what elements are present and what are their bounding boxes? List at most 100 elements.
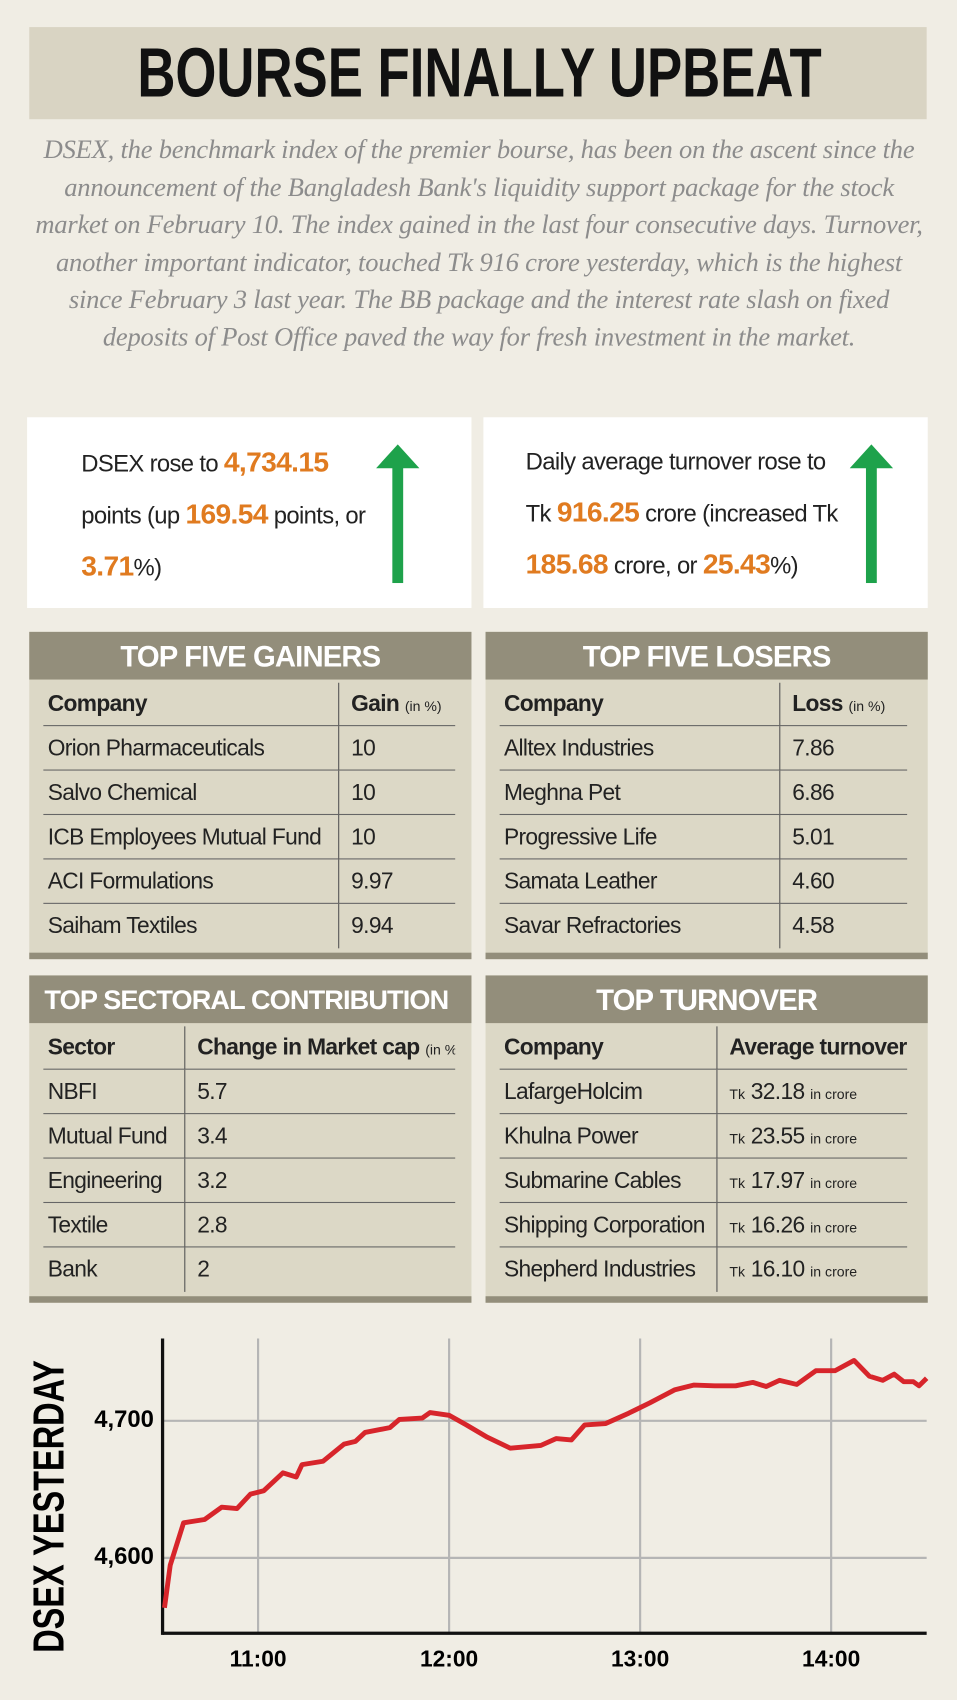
- table: TOP FIVE GAINERS Company Gain (in %) Orion …: [29, 631, 472, 960]
- table-cell: Engineering: [43, 1159, 185, 1204]
- column-name: Company: [503, 691, 604, 717]
- column-name: Change in Market cap: [197, 1035, 420, 1060]
- y-tick-label: 4,600: [94, 1543, 154, 1570]
- column-unit: (in %): [425, 1041, 455, 1058]
- table-row: Saiham Textiles 9.94: [43, 903, 471, 949]
- table-cell: 4.60: [779, 859, 908, 904]
- table-cell: Tk 23.55 in crore: [716, 1114, 908, 1159]
- title: BOURSE FINALLY UPBEAT: [137, 33, 822, 112]
- highlight-box: DSEX rose to 4,734.15 points (up 169.54 …: [27, 417, 472, 609]
- table-row: Engineering 3.2: [43, 1158, 471, 1204]
- highlight-phrase: Daily average turnover rose to Tk: [525, 447, 827, 527]
- highlight-figure: 4,734.15: [223, 445, 329, 478]
- cell-part: 23.55: [750, 1123, 805, 1149]
- table-row: Salvo Chemical 10: [43, 770, 471, 816]
- table-cell: Meghna Pet: [499, 771, 780, 816]
- table-cell: Submarine Cables: [499, 1159, 717, 1204]
- cell-part: Tk: [729, 1219, 746, 1236]
- cell-part: 32.18: [750, 1079, 805, 1105]
- table: TOP FIVE LOSERS Company Loss (in %) Alltex …: [485, 631, 928, 960]
- table-title: TOP FIVE LOSERS: [485, 631, 928, 680]
- table-cell: Orion Pharmaceuticals: [43, 726, 339, 771]
- table-cell: 2: [184, 1247, 455, 1292]
- table-header-row: Sector Change in Market cap (in %): [43, 1026, 471, 1070]
- highlight-phrase: crore, or: [607, 551, 703, 579]
- column-header: Company: [499, 683, 780, 727]
- x-tick-label: 14:00: [802, 1645, 860, 1671]
- table-cell: Mutual Fund: [43, 1114, 185, 1159]
- cell-part: in crore: [810, 1219, 858, 1236]
- table: TOP TURNOVER Company Average turnover Lafar…: [485, 975, 928, 1303]
- highlight-text: Daily average turnover rose to Tk 916.25…: [526, 437, 851, 591]
- table-cell: ICB Employees Mutual Fund: [43, 815, 339, 860]
- table-cell: 10: [338, 815, 456, 860]
- cell-part: Tk: [729, 1130, 746, 1147]
- table-row: Shepherd Industries Tk 16.10 in crore: [500, 1247, 928, 1292]
- table-title: TOP TURNOVER: [485, 975, 928, 1024]
- table-cell: Salvo Chemical: [43, 771, 339, 816]
- table-cell: Savar Refractories: [503, 913, 681, 939]
- table: TOP SECTORAL CONTRIBUTION Sector Change in…: [29, 975, 472, 1303]
- table-cell: Bank: [47, 1257, 98, 1283]
- table-row: Khulna Power Tk 23.55 in crore: [499, 1114, 928, 1159]
- table-cell: Progressive Life: [499, 815, 780, 860]
- table-cell: Saiham Textiles: [47, 913, 198, 939]
- cell-part: 16.10: [750, 1257, 805, 1283]
- x-tick-label: 11:00: [230, 1645, 287, 1671]
- table-row: NBFI 5.7: [43, 1069, 471, 1115]
- highlight-text: DSEX rose to 4,734.15 points (up 169.54 …: [81, 437, 374, 593]
- column-header: Company: [499, 1026, 717, 1070]
- highlight-phrase: DSEX rose to: [81, 449, 224, 477]
- column-header: Change in Market cap (in %): [184, 1026, 456, 1070]
- table-title: TOP SECTORAL CONTRIBUTION: [29, 975, 472, 1024]
- table-cell: Tk 17.97 in crore: [716, 1158, 908, 1204]
- table-row: Alltex Industries 7.86: [499, 726, 928, 771]
- column-name: Average turnover: [729, 1035, 907, 1060]
- column-name: Company: [503, 1035, 604, 1060]
- table-cell: 4.58: [779, 903, 907, 949]
- table-row: ICB Employees Mutual Fund 10: [43, 815, 471, 860]
- column-name: Company: [47, 691, 148, 717]
- up-arrow: [849, 444, 894, 584]
- column-header: Sector: [43, 1026, 185, 1070]
- table-cell: 9.94: [338, 903, 455, 949]
- highlight-phrase: crore (increased Tk: [639, 499, 838, 527]
- table-cell: 5.01: [779, 815, 908, 860]
- line-chart: DSEX YESTERDAY 4,600 4,700 11:00 12:00 13:00…: [25, 1338, 929, 1671]
- table-cell: 3.4: [184, 1114, 456, 1159]
- y-tick-label: 4,700: [94, 1406, 154, 1433]
- cell-part: Tk: [729, 1085, 746, 1103]
- table-cell: Tk 16.10 in crore: [716, 1247, 907, 1292]
- table-row: Progressive Life 5.01: [499, 815, 928, 860]
- x-tick-label: 13:00: [611, 1645, 669, 1671]
- table-cell: Tk 32.18 in crore: [716, 1069, 908, 1115]
- highlight-figure: 25.43: [702, 547, 771, 580]
- up-arrow: [376, 444, 420, 584]
- table-cell: LafargeHolcim: [499, 1070, 717, 1115]
- table-cell: Alltex Industries: [499, 726, 780, 771]
- table-row: ACI Formulations 9.97: [43, 859, 471, 904]
- table-row: Bank 2: [43, 1247, 471, 1292]
- table-cell: 3.2: [184, 1158, 456, 1204]
- table-cell: NBFI: [43, 1070, 185, 1115]
- highlight-phrase: points, or: [267, 501, 366, 529]
- table-row: Samata Leather 4.60: [499, 859, 928, 904]
- cell-part: 16.26: [750, 1212, 805, 1238]
- column-name: Gain: [351, 691, 400, 717]
- cell-part: in crore: [810, 1174, 858, 1192]
- title-band: BOURSE FINALLY UPBEAT: [29, 27, 927, 120]
- highlight-figure: 3.71: [81, 549, 134, 583]
- highlight-figure: 916.25: [556, 495, 640, 528]
- column-name: Sector: [47, 1035, 116, 1060]
- table-row: Orion Pharmaceuticals 10: [43, 726, 471, 771]
- table-cell: Khulna Power: [499, 1114, 717, 1159]
- table-title: TOP FIVE GAINERS: [29, 631, 472, 680]
- table-row: Submarine Cables Tk 17.97 in crore: [499, 1158, 928, 1204]
- table-cell: Samata Leather: [499, 859, 780, 904]
- column-header: Loss (in %): [779, 682, 908, 727]
- table-row: LafargeHolcim Tk 32.18 in crore: [499, 1069, 928, 1115]
- highlight-figure: 185.68: [525, 547, 609, 580]
- intro: DSEX, the benchmark index of the premier…: [35, 135, 923, 353]
- cell-part: Tk: [729, 1263, 746, 1280]
- column-unit: (in %): [404, 697, 442, 715]
